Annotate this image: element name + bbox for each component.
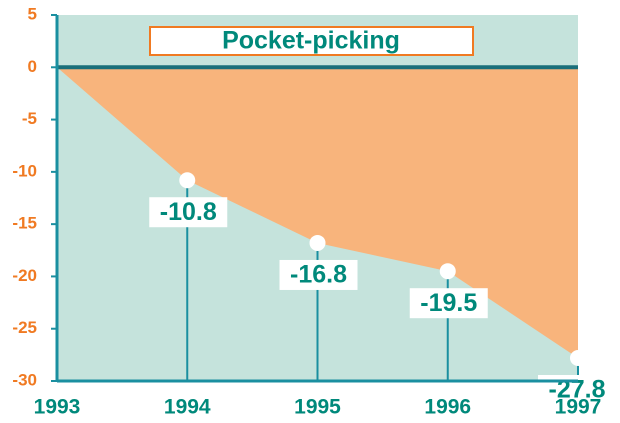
label-box [409, 288, 488, 319]
y-tick-label: -15 [12, 214, 37, 233]
title-box [149, 26, 474, 56]
data-label: -19.5 [420, 289, 477, 317]
label-box [149, 197, 228, 228]
data-label: -16.8 [290, 261, 347, 289]
y-tick-label: -30 [12, 370, 37, 389]
area [57, 67, 578, 358]
label-box [279, 259, 358, 290]
y-tick-label: -25 [12, 318, 37, 337]
x-tick-label: 1996 [424, 396, 471, 419]
marker [439, 263, 456, 280]
marker [570, 349, 586, 366]
y-tick-label: 5 [28, 4, 37, 23]
marker [309, 234, 326, 251]
x-tick-label: 1994 [164, 396, 211, 419]
marker [179, 172, 196, 189]
x-tick-label: 1997 [555, 396, 602, 419]
x-tick-label: 1993 [34, 396, 81, 419]
y-tick-label: -5 [22, 109, 37, 128]
y-tick-label: 0 [28, 57, 37, 76]
y-tick-label: -10 [12, 161, 37, 180]
x-tick-label: 1995 [294, 396, 341, 419]
y-tick-label: -20 [12, 266, 37, 285]
chart-title: Pocket-picking [222, 27, 400, 55]
data-label: -10.8 [160, 198, 217, 226]
